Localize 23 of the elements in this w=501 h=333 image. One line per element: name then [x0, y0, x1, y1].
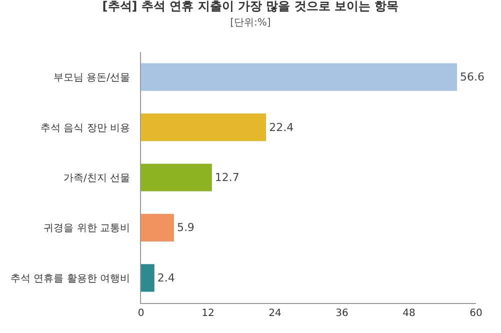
bar — [141, 264, 154, 292]
y-tick-label: 추석 연휴를 활용한 여행비 — [10, 273, 130, 284]
y-tick-label: 가족/친지 선물 — [63, 173, 130, 184]
chart-subtitle: [단위:%] — [230, 18, 271, 29]
data-label: 2.4 — [157, 271, 175, 284]
x-tick-label: 12 — [202, 308, 214, 319]
y-tick-label: 부모님 용돈/선물 — [53, 72, 130, 84]
x-tick-label: 48 — [402, 308, 416, 319]
y-tick-label: 귀경을 위한 교통비 — [44, 223, 130, 234]
data-label: 22.4 — [269, 120, 294, 134]
bar — [141, 164, 212, 192]
x-tick-label: 36 — [336, 308, 348, 319]
x-tick-label: 60 — [470, 308, 482, 319]
data-label: 5.9 — [176, 221, 194, 234]
bar — [141, 63, 458, 91]
x-tick-label: 24 — [268, 308, 282, 319]
data-label: 56.6 — [460, 70, 485, 84]
x-tick-label: 0 — [138, 308, 144, 319]
bar — [141, 114, 266, 142]
bar — [141, 214, 174, 242]
chart-title: [추석] 추석 연휴 지출이 가장 많을 것으로 보이는 항목 — [102, 0, 399, 13]
y-tick-label: 추석 음식 장만 비용 — [40, 122, 130, 134]
data-label: 12.7 — [214, 171, 240, 184]
